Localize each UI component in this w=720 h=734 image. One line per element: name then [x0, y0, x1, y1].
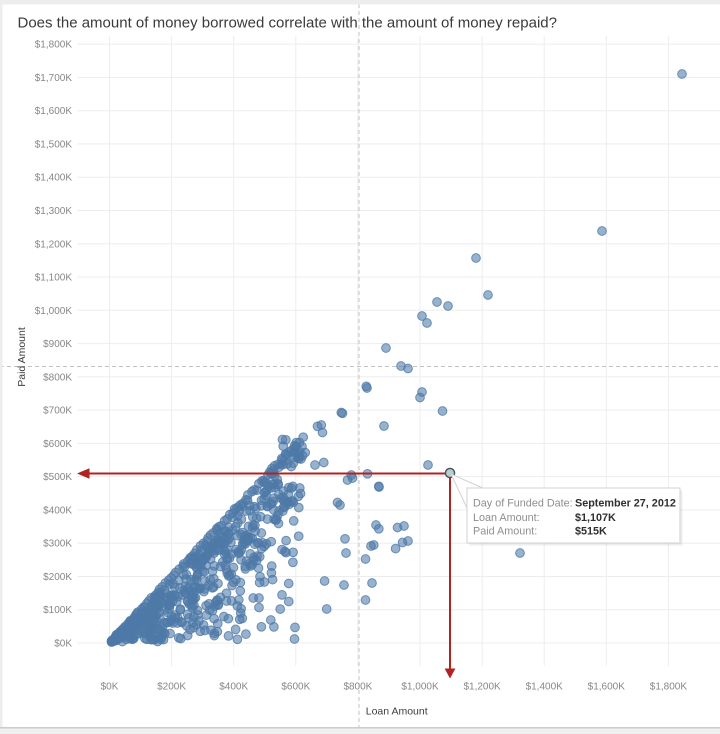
svg-text:$800K: $800K [43, 372, 72, 383]
svg-text:$515K: $515K [575, 526, 607, 538]
svg-text:$400K: $400K [219, 682, 248, 693]
svg-text:$600K: $600K [281, 682, 310, 693]
svg-text:$400K: $400K [43, 505, 72, 516]
svg-text:$1,100K: $1,100K [35, 273, 73, 284]
svg-text:$200K: $200K [43, 572, 72, 583]
svg-text:$1,700K: $1,700K [35, 73, 73, 84]
svg-text:Loan Amount:: Loan Amount: [473, 512, 540, 524]
svg-text:September 27, 2012: September 27, 2012 [575, 498, 676, 510]
svg-text:$600K: $600K [43, 439, 72, 450]
svg-text:$700K: $700K [43, 406, 72, 417]
svg-text:$500K: $500K [43, 472, 72, 483]
svg-text:$1,107K: $1,107K [575, 512, 616, 524]
svg-text:$0K: $0K [54, 639, 72, 650]
svg-text:$1,500K: $1,500K [35, 139, 73, 150]
svg-text:$0K: $0K [101, 682, 119, 693]
svg-text:Day of Funded Date:: Day of Funded Date: [473, 498, 573, 510]
svg-text:$1,000K: $1,000K [35, 306, 73, 317]
svg-text:$1,600K: $1,600K [588, 682, 626, 693]
svg-text:$1,200K: $1,200K [35, 239, 73, 250]
svg-text:$1,300K: $1,300K [35, 206, 73, 217]
svg-text:Does the amount of money borro: Does the amount of money borrowed correl… [18, 15, 557, 32]
svg-text:Paid Amount:: Paid Amount: [473, 526, 537, 538]
svg-text:Loan Amount: Loan Amount [366, 706, 428, 718]
svg-text:$200K: $200K [157, 682, 186, 693]
svg-text:Paid Amount: Paid Amount [16, 327, 28, 387]
svg-text:$1,600K: $1,600K [35, 106, 73, 117]
svg-text:$1,000K: $1,000K [401, 682, 439, 693]
svg-text:$1,400K: $1,400K [35, 173, 73, 184]
svg-text:$900K: $900K [43, 339, 72, 350]
svg-text:$300K: $300K [43, 539, 72, 550]
svg-text:$1,200K: $1,200K [463, 682, 501, 693]
svg-text:$1,400K: $1,400K [526, 682, 564, 693]
svg-text:$800K: $800K [343, 682, 372, 693]
svg-text:$100K: $100K [43, 605, 72, 616]
svg-text:$1,800K: $1,800K [35, 40, 73, 51]
svg-text:$1,800K: $1,800K [650, 682, 688, 693]
